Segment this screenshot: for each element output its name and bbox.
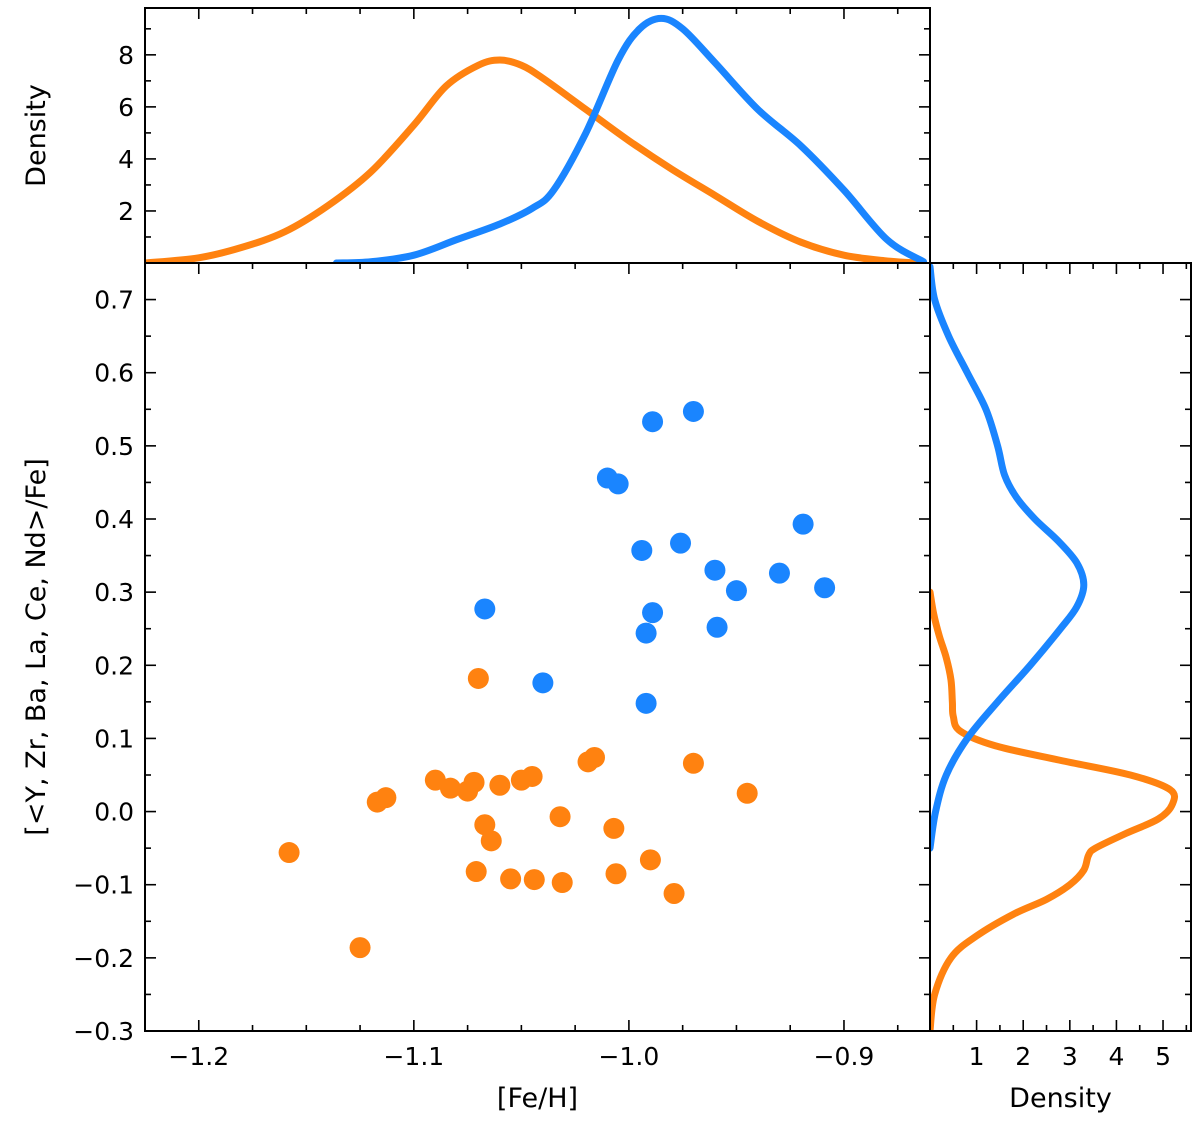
scatter-point-blue xyxy=(704,559,726,581)
scatter-point-blue xyxy=(725,580,747,602)
scatter-y-tick-label: 0.3 xyxy=(94,578,134,607)
scatter-point-orange xyxy=(480,830,502,852)
scatter-y-tick-label: 0.4 xyxy=(94,505,134,534)
scatter-y-tick-label: 0.6 xyxy=(94,359,134,388)
scatter-points xyxy=(278,400,836,959)
scatter-point-orange xyxy=(467,667,489,689)
top-y-tick-label: 8 xyxy=(118,41,134,70)
scatter-y-tick-label: −0.1 xyxy=(73,871,134,900)
scatter-point-orange xyxy=(736,782,758,804)
top-density-curves xyxy=(145,14,928,263)
scatter-point-orange xyxy=(605,863,627,885)
scatter-point-blue xyxy=(631,539,653,561)
scatter-point-orange xyxy=(489,774,511,796)
scatter-y-axis-title: [<Y, Zr, Ba, La, Ce, Nd>/Fe] xyxy=(21,458,52,835)
right-frame xyxy=(929,262,1192,1032)
scatter-panel: −1.2 −1.1 −1.0 −0.9 −0.3 −0.2 −0.1 0.0 0.1 0.2 0.3… xyxy=(21,262,931,1114)
right-density-panel: 1 2 3 4 5 Density xyxy=(929,262,1192,1114)
scatter-point-orange xyxy=(663,882,685,904)
scatter-frame xyxy=(144,262,931,1032)
scatter-y-tick-label: 0.1 xyxy=(94,724,134,753)
scatter-point-orange xyxy=(375,787,397,809)
scatter-point-blue xyxy=(532,672,554,694)
scatter-point-orange xyxy=(349,937,371,959)
right-x-tick-label: 5 xyxy=(1155,1042,1171,1071)
scatter-point-orange xyxy=(521,765,543,787)
scatter-point-blue xyxy=(682,400,704,422)
scatter-point-blue xyxy=(635,622,657,644)
scatter-point-orange xyxy=(439,777,461,799)
scatter-y-tick-label: 0.0 xyxy=(94,798,134,827)
scatter-point-orange xyxy=(465,861,487,883)
top-density-curve-orange-kde xyxy=(145,56,923,263)
scatter-point-orange xyxy=(278,842,300,864)
scatter-point-orange xyxy=(603,817,625,839)
scatter-point-orange xyxy=(523,869,545,891)
scatter-y-tick-label: 0.5 xyxy=(94,432,134,461)
scatter-point-blue xyxy=(670,532,692,554)
scatter-y-tick-label: −0.3 xyxy=(73,1017,134,1046)
scatter-point-blue xyxy=(607,473,629,495)
scatter-point-orange xyxy=(682,752,704,774)
scatter-point-blue xyxy=(792,513,814,535)
scatter-x-tick-label: −1.0 xyxy=(599,1042,660,1071)
right-x-tick-label: 1 xyxy=(969,1042,985,1071)
right-density-curve-blue-kde xyxy=(930,263,1088,852)
scatter-point-blue xyxy=(474,598,496,620)
scatter-point-blue xyxy=(814,577,836,599)
scatter-point-orange xyxy=(639,849,661,871)
scatter-point-blue xyxy=(635,692,657,714)
top-density-curve-blue-kde xyxy=(332,14,928,263)
scatter-point-blue xyxy=(706,616,728,638)
scatter-point-orange xyxy=(463,771,485,793)
scatter-x-axis-title: [Fe/H] xyxy=(497,1083,578,1114)
scatter-x-tick-label: −1.1 xyxy=(383,1042,444,1071)
top-density-panel: 2 4 6 8 Density xyxy=(21,7,931,264)
top-frame xyxy=(144,7,931,264)
right-density-curve-orange-kde xyxy=(930,588,1179,1031)
scatter-point-orange xyxy=(583,746,605,768)
top-y-axis-title: Density xyxy=(21,84,52,187)
top-y-tick-label: 2 xyxy=(118,197,134,226)
top-y-tick-label: 4 xyxy=(118,145,134,174)
scatter-point-orange xyxy=(549,806,571,828)
scatter-point-orange xyxy=(551,872,573,894)
scatter-y-tick-label: 0.7 xyxy=(94,286,134,315)
scatter-point-orange xyxy=(500,868,522,890)
scatter-point-blue xyxy=(768,562,790,584)
right-x-axis-title: Density xyxy=(1009,1083,1112,1114)
scatter-x-tick-label: −0.9 xyxy=(814,1042,875,1071)
scatter-point-blue xyxy=(642,602,664,624)
scatter-point-blue xyxy=(642,411,664,433)
scatter-x-tick-label: −1.2 xyxy=(168,1042,229,1071)
scatter-point-orange xyxy=(474,814,496,836)
scatter-y-tick-label: 0.2 xyxy=(94,651,134,680)
top-y-tick-label: 6 xyxy=(118,93,134,122)
scatter-y-tick-label: −0.2 xyxy=(73,944,134,973)
right-x-tick-label: 4 xyxy=(1108,1042,1124,1071)
right-x-tick-label: 2 xyxy=(1015,1042,1031,1071)
right-x-tick-label: 3 xyxy=(1062,1042,1078,1071)
right-density-curves xyxy=(930,263,1179,1031)
